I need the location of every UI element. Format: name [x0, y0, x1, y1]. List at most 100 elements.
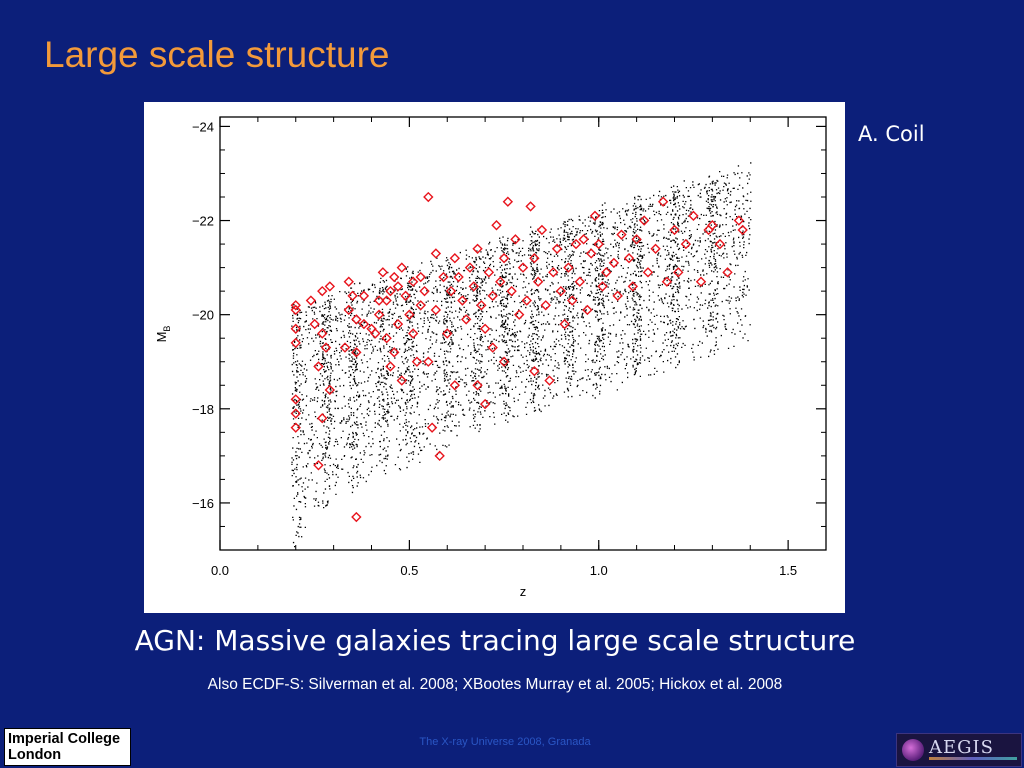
agn-point [351, 347, 362, 358]
agn-point [377, 267, 389, 278]
y-axis-label-subscript: B [162, 326, 172, 332]
agn-point [453, 271, 464, 283]
agn-point [623, 253, 635, 264]
agn-point [616, 229, 627, 240]
agn-point [498, 253, 510, 264]
agn-point [343, 276, 354, 287]
agn-point [661, 276, 673, 287]
agn-point [426, 422, 438, 433]
agn-point [495, 276, 506, 287]
agn-point [695, 276, 707, 287]
y-tick-label: −16 [192, 496, 214, 511]
agn-point [612, 290, 623, 302]
scatter-plot: 0.0 0.5 1.0 1.5 −24 −22 −20 −18 −16 z MB [154, 116, 827, 599]
agn-point [351, 314, 362, 325]
x-axis-label: z [520, 584, 527, 599]
agn-point [317, 285, 328, 297]
agn-point [313, 361, 324, 372]
agn-point [502, 196, 514, 207]
agn-point [714, 238, 726, 250]
agn-point [449, 253, 461, 264]
slide-headline: AGN: Massive galaxies tracing large scal… [134, 624, 856, 657]
agn-point [392, 318, 404, 330]
logo-line-1: Imperial College [8, 731, 121, 747]
agn-point [540, 300, 551, 311]
slide-title: Large scale structure [44, 34, 390, 75]
agn-point [370, 328, 381, 339]
agn-point [351, 511, 362, 523]
agn-point [589, 210, 601, 222]
y-tick-label: −20 [192, 308, 214, 323]
agn-point [373, 295, 385, 306]
agn-point [423, 191, 434, 203]
x-tick-label: 1.0 [590, 563, 608, 578]
agn-point [487, 342, 498, 353]
agn-point [570, 238, 582, 250]
imperial-college-logo: Imperial College London [4, 728, 131, 766]
agn-point [320, 342, 332, 353]
author-credit: A. Coil [858, 122, 925, 146]
agn-point [445, 285, 457, 297]
agn-point [472, 380, 483, 391]
conference-footer: The X-ray Universe 2008, Granada [419, 736, 591, 748]
aegis-logo-text: AEGIS [929, 737, 994, 758]
agn-point [548, 267, 559, 278]
agn-point [415, 300, 426, 311]
agn-point [555, 285, 567, 297]
galaxy-points [291, 162, 752, 548]
agn-point [290, 337, 301, 349]
agn-point [483, 267, 495, 278]
agn-point [642, 267, 654, 278]
agn-point [373, 309, 385, 320]
agn-point [290, 300, 301, 311]
aegis-emblem-icon [902, 739, 924, 761]
agn-point [396, 262, 407, 273]
x-tick-label: 1.5 [779, 563, 797, 578]
galaxy-points-layer [291, 162, 752, 548]
y-tick-label: −22 [192, 214, 214, 229]
agn-point [627, 281, 639, 292]
agn-point [358, 290, 370, 302]
agn-point [290, 323, 301, 334]
x-tick-label: 0.5 [400, 563, 418, 578]
agn-point [358, 318, 370, 330]
agn-point [317, 328, 328, 339]
agn-point [430, 304, 442, 316]
agn-point [415, 271, 426, 283]
agn-point [551, 243, 563, 254]
agn-point [400, 290, 411, 302]
agn-point [381, 295, 392, 306]
agn-point [290, 394, 301, 405]
agn-point [396, 375, 407, 386]
agn-point [521, 295, 532, 306]
agn-point [601, 267, 612, 278]
agn-point [491, 220, 502, 231]
agn-point [339, 342, 351, 353]
scatter-plot-panel: 0.0 0.5 1.0 1.5 −24 −22 −20 −18 −16 z MB [144, 102, 845, 613]
agn-point [529, 253, 540, 264]
agn-point [472, 243, 483, 254]
agn-point [389, 347, 400, 358]
agn-point [385, 361, 396, 372]
agn-point [464, 262, 476, 273]
svg-text:MB: MB [154, 326, 172, 343]
agn-point [631, 234, 642, 245]
y-tick-label: −24 [192, 119, 214, 134]
agn-point [680, 238, 692, 250]
agn-point [419, 285, 430, 297]
y-axis-label-group: MB [154, 326, 172, 343]
agn-point [529, 365, 540, 377]
agn-point [317, 413, 328, 424]
agn-point [582, 304, 593, 316]
agn-point [593, 238, 604, 250]
agn-point [392, 281, 404, 292]
agn-point [411, 356, 423, 367]
agn-point [567, 295, 578, 306]
agn-point [563, 262, 574, 273]
agn-point [487, 290, 498, 302]
agn-point [498, 356, 510, 367]
agn-point [468, 281, 479, 292]
agn-point [510, 234, 521, 245]
agn-point [324, 384, 336, 396]
agn-point [434, 450, 445, 462]
